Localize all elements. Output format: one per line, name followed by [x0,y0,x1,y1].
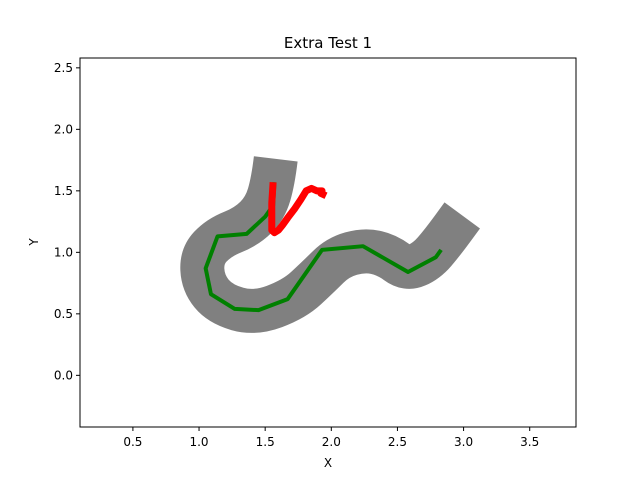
x-axis-ticks: 0.5 1.0 1.5 2.0 2.5 3.0 3.5 [123,427,539,449]
series-layer [203,182,443,313]
series-line-1 [203,182,443,313]
x-tick-label: 0.5 [123,435,142,449]
x-tick-label: 3.0 [454,435,473,449]
x-tick-label: 1.5 [256,435,275,449]
chart-title: Extra Test 1 [284,34,372,52]
x-tick-label: 1.0 [189,435,208,449]
x-tick-label: 2.5 [388,435,407,449]
y-tick-label: 0.5 [54,307,73,321]
plot-area [180,156,480,333]
x-tick-label: 3.5 [520,435,539,449]
track-band [180,156,480,333]
y-tick-label: 2.0 [54,122,73,136]
series-line-2 [268,182,328,237]
axes-frame [79,57,577,428]
y-tick-label: 1.0 [54,245,73,259]
x-tick-label: 2.0 [322,435,341,449]
y-axis-label: Y [27,238,41,247]
x-axis-label: X [324,456,332,470]
y-tick-label: 0.0 [54,368,73,382]
y-tick-label: 2.5 [54,61,73,75]
y-tick-label: 1.5 [54,184,73,198]
y-axis-ticks: 0.0 0.5 1.0 1.5 2.0 2.5 [54,61,80,382]
